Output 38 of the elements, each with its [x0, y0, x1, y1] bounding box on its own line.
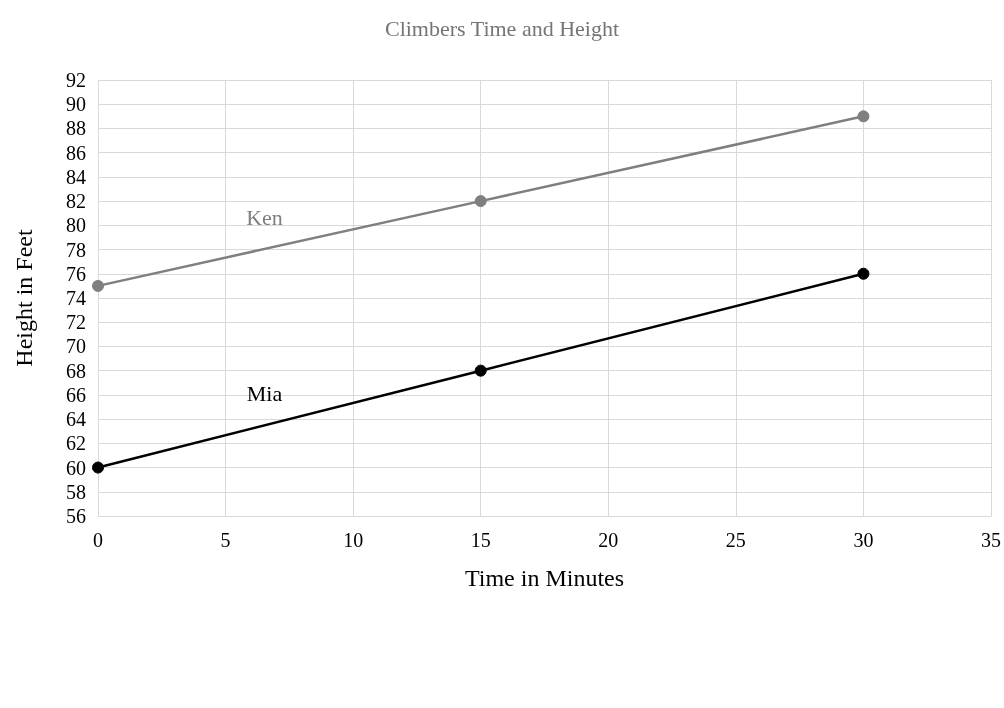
y-tick-label: 64 — [66, 408, 86, 431]
series-label: Mia — [246, 380, 283, 406]
point — [92, 279, 104, 292]
y-tick-label: 60 — [66, 456, 86, 479]
point — [857, 110, 870, 123]
x-tick-label: 5 — [220, 529, 231, 551]
x-tick-label: 30 — [853, 529, 874, 551]
y-tick-label: 90 — [66, 93, 86, 116]
y-axis-title: Height in Feet — [11, 229, 37, 367]
x-tick-label: 0 — [93, 529, 103, 551]
x-tick-label: 15 — [470, 529, 491, 551]
y-tick-label: 76 — [66, 262, 86, 285]
point — [474, 364, 487, 377]
x-tick-label: 10 — [343, 529, 364, 551]
point — [857, 267, 870, 280]
y-tick-label: 88 — [66, 117, 86, 140]
series-label: Ken — [246, 204, 283, 230]
x-axis-title: Time in Minutes — [464, 565, 625, 591]
y-tick-label: 80 — [66, 214, 86, 237]
y-tick-label: 74 — [66, 287, 86, 309]
y-tick-label: 82 — [66, 190, 86, 213]
x-tick-label: 20 — [598, 529, 619, 551]
y-tick-label: 62 — [66, 432, 86, 455]
y-tick-label: 68 — [66, 359, 86, 382]
y-tick-label: 78 — [66, 238, 86, 261]
y-tick-label: 86 — [66, 141, 86, 164]
point — [92, 461, 104, 474]
point — [474, 195, 487, 208]
y-tick-label: 56 — [66, 505, 86, 527]
x-tick-label: 25 — [725, 529, 746, 551]
y-tick-label: 58 — [66, 480, 86, 503]
y-tick-label: 70 — [66, 335, 86, 358]
y-tick-label: 92 — [66, 69, 86, 91]
y-tick-label: 84 — [66, 165, 86, 188]
y-tick-label: 66 — [66, 383, 86, 406]
chart-title: Climbers Time and Height — [384, 15, 620, 41]
x-tick-label: 35 — [981, 529, 1001, 551]
y-tick-label: 72 — [66, 311, 86, 334]
